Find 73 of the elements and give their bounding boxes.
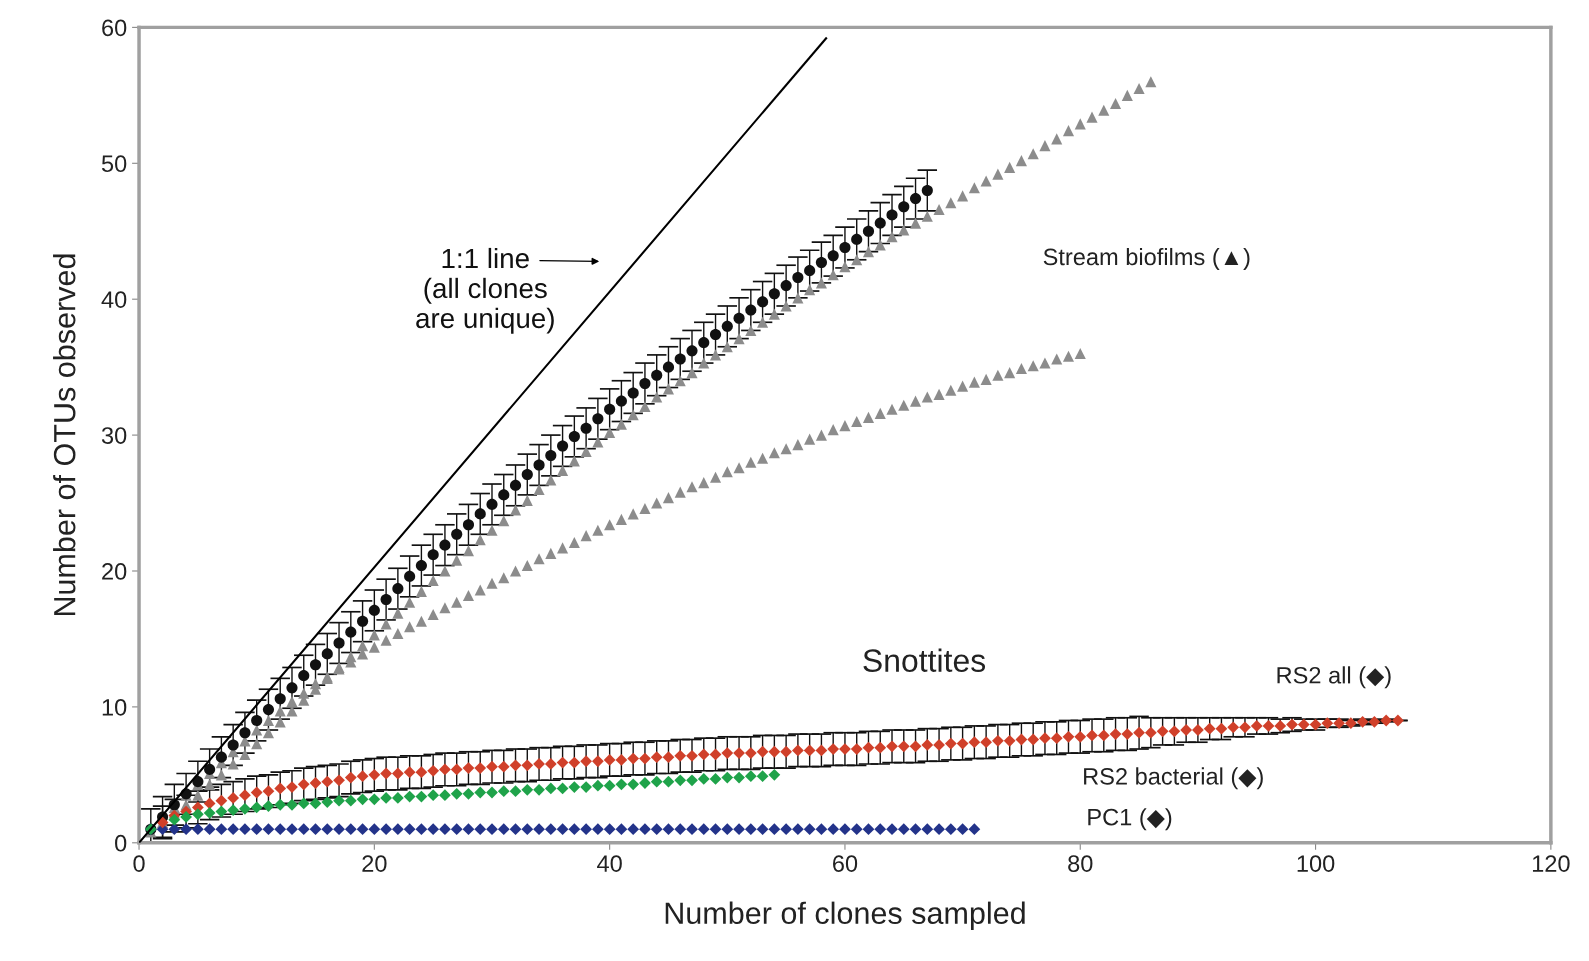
point xyxy=(486,786,498,799)
point xyxy=(227,804,240,817)
point xyxy=(203,807,216,819)
x-tick-label: 0 xyxy=(133,855,145,872)
point xyxy=(615,778,628,791)
x-tick-label: 40 xyxy=(597,855,622,872)
x-tick-label: 80 xyxy=(1068,855,1093,872)
point xyxy=(768,768,781,781)
annotation: PC1 (◆) xyxy=(1088,808,1172,831)
point xyxy=(580,781,593,793)
point xyxy=(191,808,204,821)
y-tick-label: 0 xyxy=(115,834,127,852)
point xyxy=(474,786,487,799)
point xyxy=(509,785,522,798)
point xyxy=(721,771,734,784)
point xyxy=(521,783,534,796)
point xyxy=(533,783,545,796)
point xyxy=(756,770,769,783)
y-tick-label: 20 xyxy=(102,563,127,580)
point xyxy=(297,797,310,810)
point xyxy=(391,792,404,804)
point xyxy=(368,793,381,806)
point xyxy=(333,794,345,807)
point xyxy=(544,782,557,795)
point xyxy=(650,775,663,788)
point xyxy=(462,787,475,800)
y-axis-title: Number of OTUs observed xyxy=(53,254,76,616)
x-tick-label: 20 xyxy=(362,855,387,872)
point xyxy=(309,797,322,810)
point xyxy=(733,771,745,784)
point xyxy=(427,789,440,802)
point xyxy=(344,794,357,807)
point xyxy=(450,787,463,800)
y-tick-label: 60 xyxy=(102,19,127,37)
point xyxy=(686,774,698,787)
point xyxy=(239,802,251,815)
annotation: Stream biofilms (▲) xyxy=(1043,247,1250,270)
point xyxy=(356,793,369,806)
point xyxy=(262,800,275,812)
point xyxy=(250,801,263,814)
point xyxy=(180,811,192,823)
point xyxy=(286,798,298,811)
point xyxy=(274,798,287,811)
x-axis-title: Number of clones sampled xyxy=(665,901,1025,931)
point xyxy=(556,782,569,795)
point xyxy=(591,779,604,792)
annotation: RS2 bacterial (◆) xyxy=(1084,767,1263,790)
point xyxy=(662,775,675,788)
point xyxy=(439,789,451,802)
point xyxy=(603,779,616,792)
x-tick-label: 60 xyxy=(833,855,858,872)
point xyxy=(497,785,510,798)
point xyxy=(674,774,687,787)
y-tick-label: 30 xyxy=(101,427,127,444)
x-tick-label: 100 xyxy=(1297,855,1335,872)
point xyxy=(568,781,581,793)
point xyxy=(321,796,334,808)
annotation: RS2 all (◆) xyxy=(1277,666,1391,689)
point xyxy=(627,778,640,791)
point xyxy=(403,790,416,803)
point xyxy=(709,773,722,785)
x-tick-label: 120 xyxy=(1532,855,1570,872)
point xyxy=(380,792,392,804)
y-tick-label: 40 xyxy=(101,291,127,308)
point xyxy=(215,805,228,818)
y-tick-label: 10 xyxy=(102,698,127,716)
annotation: 1:1 line (all clones are unique) xyxy=(416,247,554,334)
point xyxy=(415,790,428,803)
y-tick-label: 50 xyxy=(101,155,127,173)
point xyxy=(744,770,757,783)
point xyxy=(697,773,710,785)
point xyxy=(168,813,181,826)
annotation: Snottites xyxy=(863,648,986,672)
